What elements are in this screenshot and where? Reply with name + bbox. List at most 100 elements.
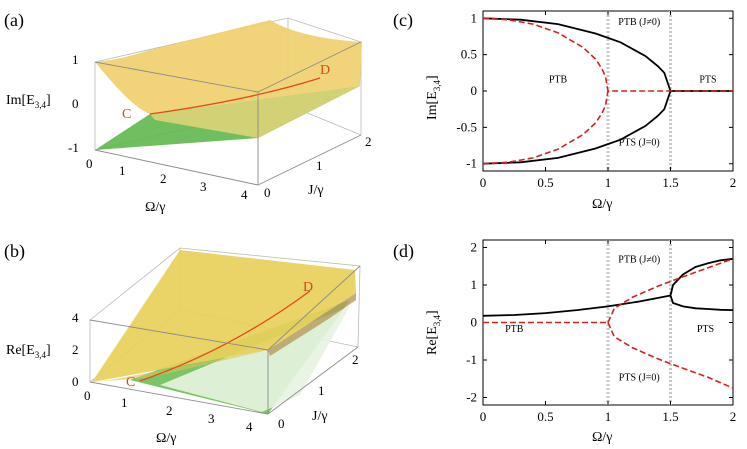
panel-a-point-d: D bbox=[320, 63, 330, 78]
panel-b-ztick-2: 2 bbox=[72, 342, 79, 357]
panel-d-ylabel-main: Re[E bbox=[425, 326, 440, 355]
panel-b-xtick-2: 2 bbox=[166, 403, 173, 418]
panel-b-zlabel-sub: 3,4 bbox=[35, 350, 47, 360]
panel-b-point-c: C bbox=[126, 375, 135, 390]
panel-a-point-c: C bbox=[122, 107, 131, 122]
panel-a-xtick-2: 2 bbox=[160, 171, 167, 186]
panel-c-plot: 0 0.5 1 1.5 2 1 0.5 0 -0.5 -1 PTB PTB (J≠0) PTS PTS (… bbox=[456, 10, 736, 190]
panel-c-xtick-label: 0 bbox=[480, 175, 487, 190]
panel-d-ylabel: Re[E3,4] bbox=[425, 310, 442, 355]
panel-b-ytick-2: 2 bbox=[352, 352, 359, 367]
panel-d-series-dashed-4 bbox=[607, 258, 734, 323]
panel-d-xtick-label: 1.5 bbox=[662, 409, 678, 424]
panel-b-ylabel: J/γ bbox=[312, 409, 328, 424]
panel-a-ylabel: J/γ bbox=[308, 183, 324, 198]
panel-b-zlabel-end: ] bbox=[46, 343, 51, 358]
panel-b-xtick-4: 4 bbox=[246, 419, 253, 434]
panel-b-ztick-4: 4 bbox=[72, 310, 79, 325]
panel-a-upper-surface bbox=[95, 20, 362, 114]
panel-d-xtick-label: 1 bbox=[605, 409, 612, 424]
panel-b-box-front bbox=[89, 265, 361, 415]
panel-c-region-label: PTB bbox=[549, 74, 568, 85]
panel-c-ytick-label: 0.5 bbox=[461, 47, 477, 62]
panel-d-ytick-label: -1 bbox=[466, 352, 477, 367]
panel-d-ylabel-sub: 3,4 bbox=[432, 314, 442, 326]
panel-d-ytick-label: 0 bbox=[471, 315, 478, 330]
panel-d-ytick-label: -2 bbox=[466, 390, 477, 405]
panel-d-ytick-label: 2 bbox=[471, 240, 478, 255]
panel-d-label: (d) bbox=[393, 241, 414, 262]
panel-c-ylabel-main: Im[E bbox=[425, 91, 440, 120]
panel-d-xtick-label: 0.5 bbox=[537, 409, 553, 424]
panel-c-xtick-label: 2 bbox=[730, 175, 737, 190]
panel-d-region-label: PTS (J=0) bbox=[619, 373, 660, 384]
panel-c-label: (c) bbox=[393, 10, 413, 31]
panel-d-series-solid-0 bbox=[482, 294, 671, 317]
panel-d-xtick-label: 2 bbox=[730, 409, 737, 424]
panel-a-ztick-0: 0 bbox=[72, 96, 79, 111]
panel-a-ztick-m1: -1 bbox=[68, 140, 79, 155]
panel-d-series-solid-1 bbox=[669, 257, 734, 296]
panel-c-series-solid-1 bbox=[482, 90, 672, 165]
panel-a-ztick-1: 1 bbox=[72, 52, 79, 67]
panel-d-ytick-label: 1 bbox=[471, 277, 478, 292]
panel-c-ytick-label: 0 bbox=[471, 83, 478, 98]
panel-b-xtick-1: 1 bbox=[121, 395, 128, 410]
panel-a-xtick-0: 0 bbox=[86, 156, 93, 171]
panel-b-ytick-0: 0 bbox=[278, 416, 285, 431]
panel-a-ytick-0: 0 bbox=[264, 185, 271, 200]
panel-b-upper-edge bbox=[268, 293, 356, 356]
panel-a-label: (a) bbox=[4, 10, 24, 31]
panel-d-region-label: PTB bbox=[505, 324, 524, 335]
panel-c-series-dashed-3 bbox=[482, 90, 609, 165]
panel-a: (a) C D 1 0 -1 Im[E3,4] bbox=[4, 10, 372, 215]
panel-c-series-dashed-2 bbox=[482, 17, 733, 92]
panel-c-ytick-label: -0.5 bbox=[456, 119, 477, 134]
panel-d-series-solid-2 bbox=[669, 295, 734, 311]
panel-a-ytick-1: 1 bbox=[316, 158, 323, 173]
panel-b-ytick-1: 1 bbox=[318, 383, 325, 398]
panel-c-xlabel: Ω/γ bbox=[592, 197, 612, 212]
panel-b-xtick-0: 0 bbox=[84, 388, 91, 403]
panel-b-ztick-0: 0 bbox=[72, 374, 79, 389]
panel-c-ylabel: Im[E3,4] bbox=[425, 75, 442, 120]
panel-a-plane bbox=[150, 86, 360, 138]
panel-b-zlabel-main: Re[E bbox=[6, 343, 35, 358]
panel-d-region-label: PTB (J≠0) bbox=[618, 255, 660, 266]
panel-c: (c) 0 0.5 1 1.5 2 1 0.5 0 -0.5 -1 PTB PTB (J≠0) PTS P… bbox=[393, 10, 736, 212]
panel-b: (b) C D 4 2 0 Re[E3,4] 0 1 bbox=[4, 241, 361, 446]
panel-d-xlabel: Ω/γ bbox=[592, 430, 612, 445]
panel-a-zlabel-main: Im[E bbox=[6, 93, 35, 108]
panel-a-ep-curve bbox=[149, 77, 321, 115]
panel-c-xtick-label: 1.5 bbox=[662, 175, 678, 190]
panel-b-xlabel: Ω/γ bbox=[156, 431, 176, 446]
panel-b-label: (b) bbox=[4, 241, 25, 262]
panel-a-xtick-3: 3 bbox=[200, 179, 207, 194]
panel-c-ylabel-end: ] bbox=[425, 75, 440, 80]
panel-d-ylabel-end: ] bbox=[425, 310, 440, 315]
panel-c-ylabel-sub: 3,4 bbox=[432, 79, 442, 91]
panel-a-xlabel: Ω/γ bbox=[145, 200, 165, 215]
panel-d-region-label: PTS bbox=[697, 324, 714, 335]
panel-c-ytick-label: -1 bbox=[466, 156, 477, 171]
panel-c-xtick-label: 1 bbox=[605, 175, 612, 190]
panel-c-region-label: PTS bbox=[699, 74, 716, 85]
panel-c-xtick-label: 0.5 bbox=[537, 175, 553, 190]
panel-a-ytick-2: 2 bbox=[365, 134, 372, 149]
panel-c-region-label: PTB (J≠0) bbox=[618, 17, 660, 28]
panel-b-point-d: D bbox=[303, 280, 313, 295]
panel-a-zlabel: Im[E3,4] bbox=[6, 93, 51, 110]
panel-d: (d) 0 0.5 1 1.5 2 2 1 0 -1 -2 PTB (J≠0) PTB PTS PTS (… bbox=[393, 239, 737, 445]
panel-b-xtick-3: 3 bbox=[208, 411, 215, 426]
panel-c-region-label: PTS (J=0) bbox=[619, 138, 660, 149]
panel-d-xtick-label: 0 bbox=[480, 409, 487, 424]
panel-b-upper-surface bbox=[92, 250, 356, 382]
panel-a-xtick-1: 1 bbox=[119, 163, 126, 178]
panel-b-zlabel: Re[E3,4] bbox=[6, 343, 51, 360]
panel-a-zlabel-end: ] bbox=[46, 93, 51, 108]
panel-c-series-solid-0 bbox=[482, 17, 733, 92]
panel-d-series-dashed-5 bbox=[607, 322, 734, 389]
panel-a-xtick-4: 4 bbox=[241, 187, 248, 202]
panel-c-ytick-label: 1 bbox=[471, 10, 478, 25]
